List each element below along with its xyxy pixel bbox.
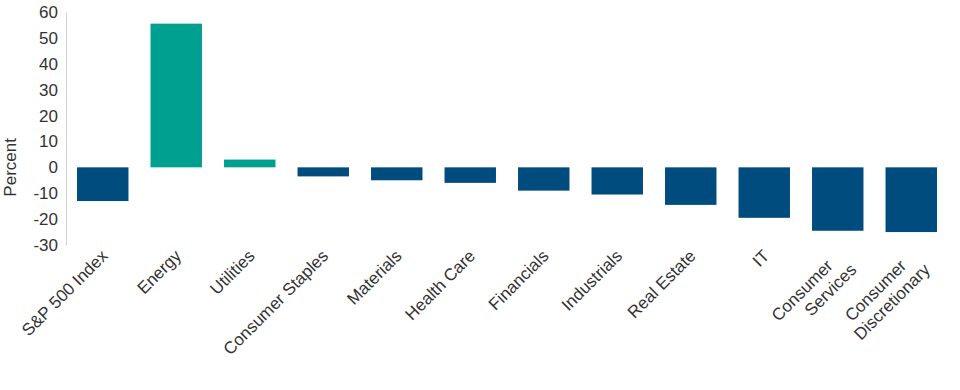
x-tick-label: S&P 500 Index [18,246,112,340]
bar [151,24,202,168]
bars [77,24,937,232]
y-tick: 10 [39,132,66,151]
bar [665,167,716,205]
y-tick-label: 60 [39,3,58,22]
x-tick-label: ConsumerDiscretionary [836,246,934,344]
y-tick: 30 [39,81,66,100]
x-tick: Materials [343,246,405,308]
y-axis: -30 -20 -10 0 10 20 30 40 50 60 [33,3,66,255]
x-tick-label: Real Estate [624,246,700,322]
y-tick-label: -20 [33,210,58,229]
y-tick-label: 50 [39,29,58,48]
plot: -30 -20 -10 0 10 20 30 40 50 60 S&P 500 Index Energ… [18,3,937,359]
x-tick-label: Materials [343,246,405,308]
y-tick-label: -10 [33,184,58,203]
y-tick: 0 [49,158,66,177]
y-tick: -30 [33,236,66,255]
bar [812,167,863,230]
x-tick-label: Health Care [401,246,479,324]
bar [77,167,128,201]
y-tick-label: 40 [39,55,58,74]
bar [298,167,349,176]
bar [224,160,275,168]
bar [886,167,937,232]
y-axis-title: Percent [1,138,20,197]
y-axis-line [66,13,67,246]
x-tick-label: Utilities [206,246,258,298]
x-tick: Utilities [206,246,258,298]
x-tick-label: Consumer Staples [220,246,332,358]
y-tick-label: 0 [49,158,58,177]
y-tick: 50 [39,29,66,48]
y-tick: -20 [33,210,66,229]
y-tick-label: 10 [39,132,58,151]
x-tick: Health Care [401,246,479,324]
x-tick: IT [749,246,773,270]
x-tick: Financials [485,246,553,314]
y-tick: 40 [39,55,66,74]
x-tick-label: Industrials [558,246,626,314]
y-tick-label: 30 [39,81,58,100]
x-tick-label: Energy [134,246,186,298]
x-tick: S&P 500 Index [18,246,112,340]
bar [518,167,569,190]
x-tick: ConsumerDiscretionary [836,246,934,344]
x-tick: Consumer Staples [220,246,332,358]
bar [592,167,643,194]
x-tick: Energy [134,246,186,298]
y-tick: 20 [39,106,66,125]
x-tick-label: Financials [485,246,553,314]
bar [371,167,422,180]
x-tick-label: IT [749,246,773,270]
x-tick-label-line: Discretionary [850,260,934,344]
x-tick: ConsumerServices [768,246,861,339]
bar [445,167,496,183]
x-tick: Industrials [558,246,626,314]
bar [739,167,790,217]
x-tick: Real Estate [624,246,700,322]
y-tick-label: -30 [33,236,58,255]
chart: -30 -20 -10 0 10 20 30 40 50 60 S&P 500 Index Energ… [0,0,960,390]
y-tick: -10 [33,184,66,203]
x-tick-label: ConsumerServices [768,246,861,339]
y-tick-label: 20 [39,106,58,125]
y-tick: 60 [39,3,66,22]
x-axis: S&P 500 Index Energy UtilitiesConsumer Sta… [18,246,934,359]
